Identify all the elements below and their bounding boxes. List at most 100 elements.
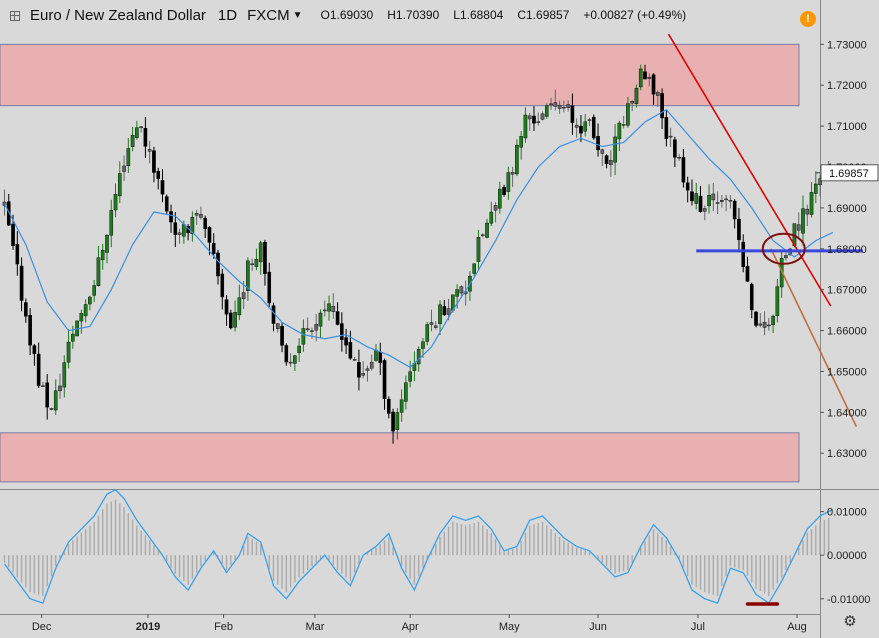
price-tick-label: 1.68000: [827, 244, 867, 256]
candle-body: [579, 125, 583, 134]
candle-body: [489, 211, 494, 224]
candle-body: [724, 198, 728, 201]
candle-body: [519, 136, 523, 148]
support-zone: [0, 432, 800, 483]
time-tick-label: Jun: [589, 621, 607, 633]
candle-body: [382, 360, 387, 399]
candle-body: [566, 104, 570, 108]
candle-body: [152, 150, 156, 173]
candle-body: [553, 102, 558, 107]
candle-body: [472, 263, 477, 274]
candle-body: [301, 328, 306, 345]
candle-body: [237, 297, 242, 316]
candle-body: [327, 303, 331, 312]
candle-body: [549, 103, 553, 106]
candle-body: [707, 194, 711, 207]
candle-body: [532, 115, 536, 124]
candle-body: [117, 173, 122, 197]
candle-body: [122, 165, 126, 172]
candle-body: [207, 226, 212, 243]
candle-body: [169, 211, 173, 223]
candle-body: [651, 74, 656, 95]
candle-body: [638, 68, 643, 88]
candle-body: [352, 359, 357, 361]
candle-body: [15, 243, 20, 265]
candle-body: [199, 214, 203, 218]
candle-body: [11, 223, 15, 246]
price-tick-label: 1.73000: [827, 39, 867, 51]
candle-body: [690, 191, 694, 202]
candle-body: [694, 193, 699, 204]
time-tick-label: Apr: [402, 621, 419, 633]
price-tick-label: 1.67000: [827, 285, 867, 297]
candle-body: [2, 201, 7, 206]
candle-body: [745, 265, 750, 282]
price-tick-label: 1.66000: [827, 326, 867, 338]
candle-body: [771, 315, 775, 325]
candle-body: [369, 361, 374, 369]
alert-icon[interactable]: !: [800, 11, 816, 27]
candle-body: [698, 195, 703, 212]
candle-body: [617, 122, 622, 140]
candle-body: [100, 249, 105, 261]
candle-body: [476, 237, 481, 262]
candle-body: [630, 100, 634, 104]
candle-body: [348, 342, 353, 359]
time-tick-label: Mar: [305, 621, 324, 633]
price-tick-label: 1.65000: [827, 366, 867, 378]
candle-body: [284, 345, 289, 363]
candle-body: [660, 93, 664, 119]
candle-body: [442, 306, 447, 316]
candle-body: [540, 113, 545, 120]
oscillator-line: [3, 489, 834, 605]
candle-body: [182, 224, 186, 237]
candle-body: [96, 257, 101, 286]
osc-tick-label: -0.01000: [827, 594, 870, 606]
expand-icon[interactable]: [10, 11, 20, 21]
candle-body: [523, 114, 528, 139]
candle-body: [173, 222, 178, 235]
candle-body: [728, 199, 733, 202]
candle-body: [53, 390, 58, 411]
candle-body: [126, 148, 131, 167]
candle-body: [280, 325, 284, 346]
candle-body: [544, 105, 549, 117]
candle-body: [574, 124, 579, 128]
candle-body: [711, 193, 716, 201]
candle-body: [267, 271, 272, 304]
candle-body: [805, 208, 810, 215]
candle-body: [749, 284, 754, 311]
candle-body: [211, 243, 216, 254]
gear-icon[interactable]: ⚙: [843, 613, 857, 630]
candle-body: [702, 208, 707, 212]
candle-body: [587, 119, 592, 121]
chart-legend: Euro / New Zealand Dollar 1D FXCM ▼ O1.6…: [0, 0, 820, 30]
timeframe-label[interactable]: 1D: [217, 6, 238, 24]
candle-body: [331, 305, 336, 312]
candle-body: [754, 311, 758, 326]
candle-body: [775, 286, 780, 316]
symbol-name[interactable]: Euro / New Zealand Dollar: [30, 6, 206, 24]
data-source[interactable]: FXCM: [247, 6, 290, 24]
candle-body: [634, 87, 639, 104]
candle-body: [685, 182, 690, 191]
candle-body: [164, 196, 169, 212]
candle-body: [58, 385, 62, 392]
candle-body: [365, 368, 370, 371]
candle-body: [656, 92, 660, 96]
candle-body: [139, 126, 143, 128]
candle-body: [156, 171, 161, 179]
candle-body: [485, 222, 489, 238]
last-price-box: [820, 164, 879, 182]
price-tick-label: 1.71000: [827, 121, 867, 133]
candle-body: [527, 115, 532, 120]
candle-body: [557, 105, 562, 109]
candle-body: [809, 192, 814, 215]
candle-body: [293, 355, 297, 364]
time-tick-label: Dec: [32, 621, 52, 633]
candle-body: [71, 333, 75, 342]
chevron-down-icon[interactable]: ▼: [292, 9, 303, 21]
osc-tick-label: 0.00000: [827, 550, 867, 562]
